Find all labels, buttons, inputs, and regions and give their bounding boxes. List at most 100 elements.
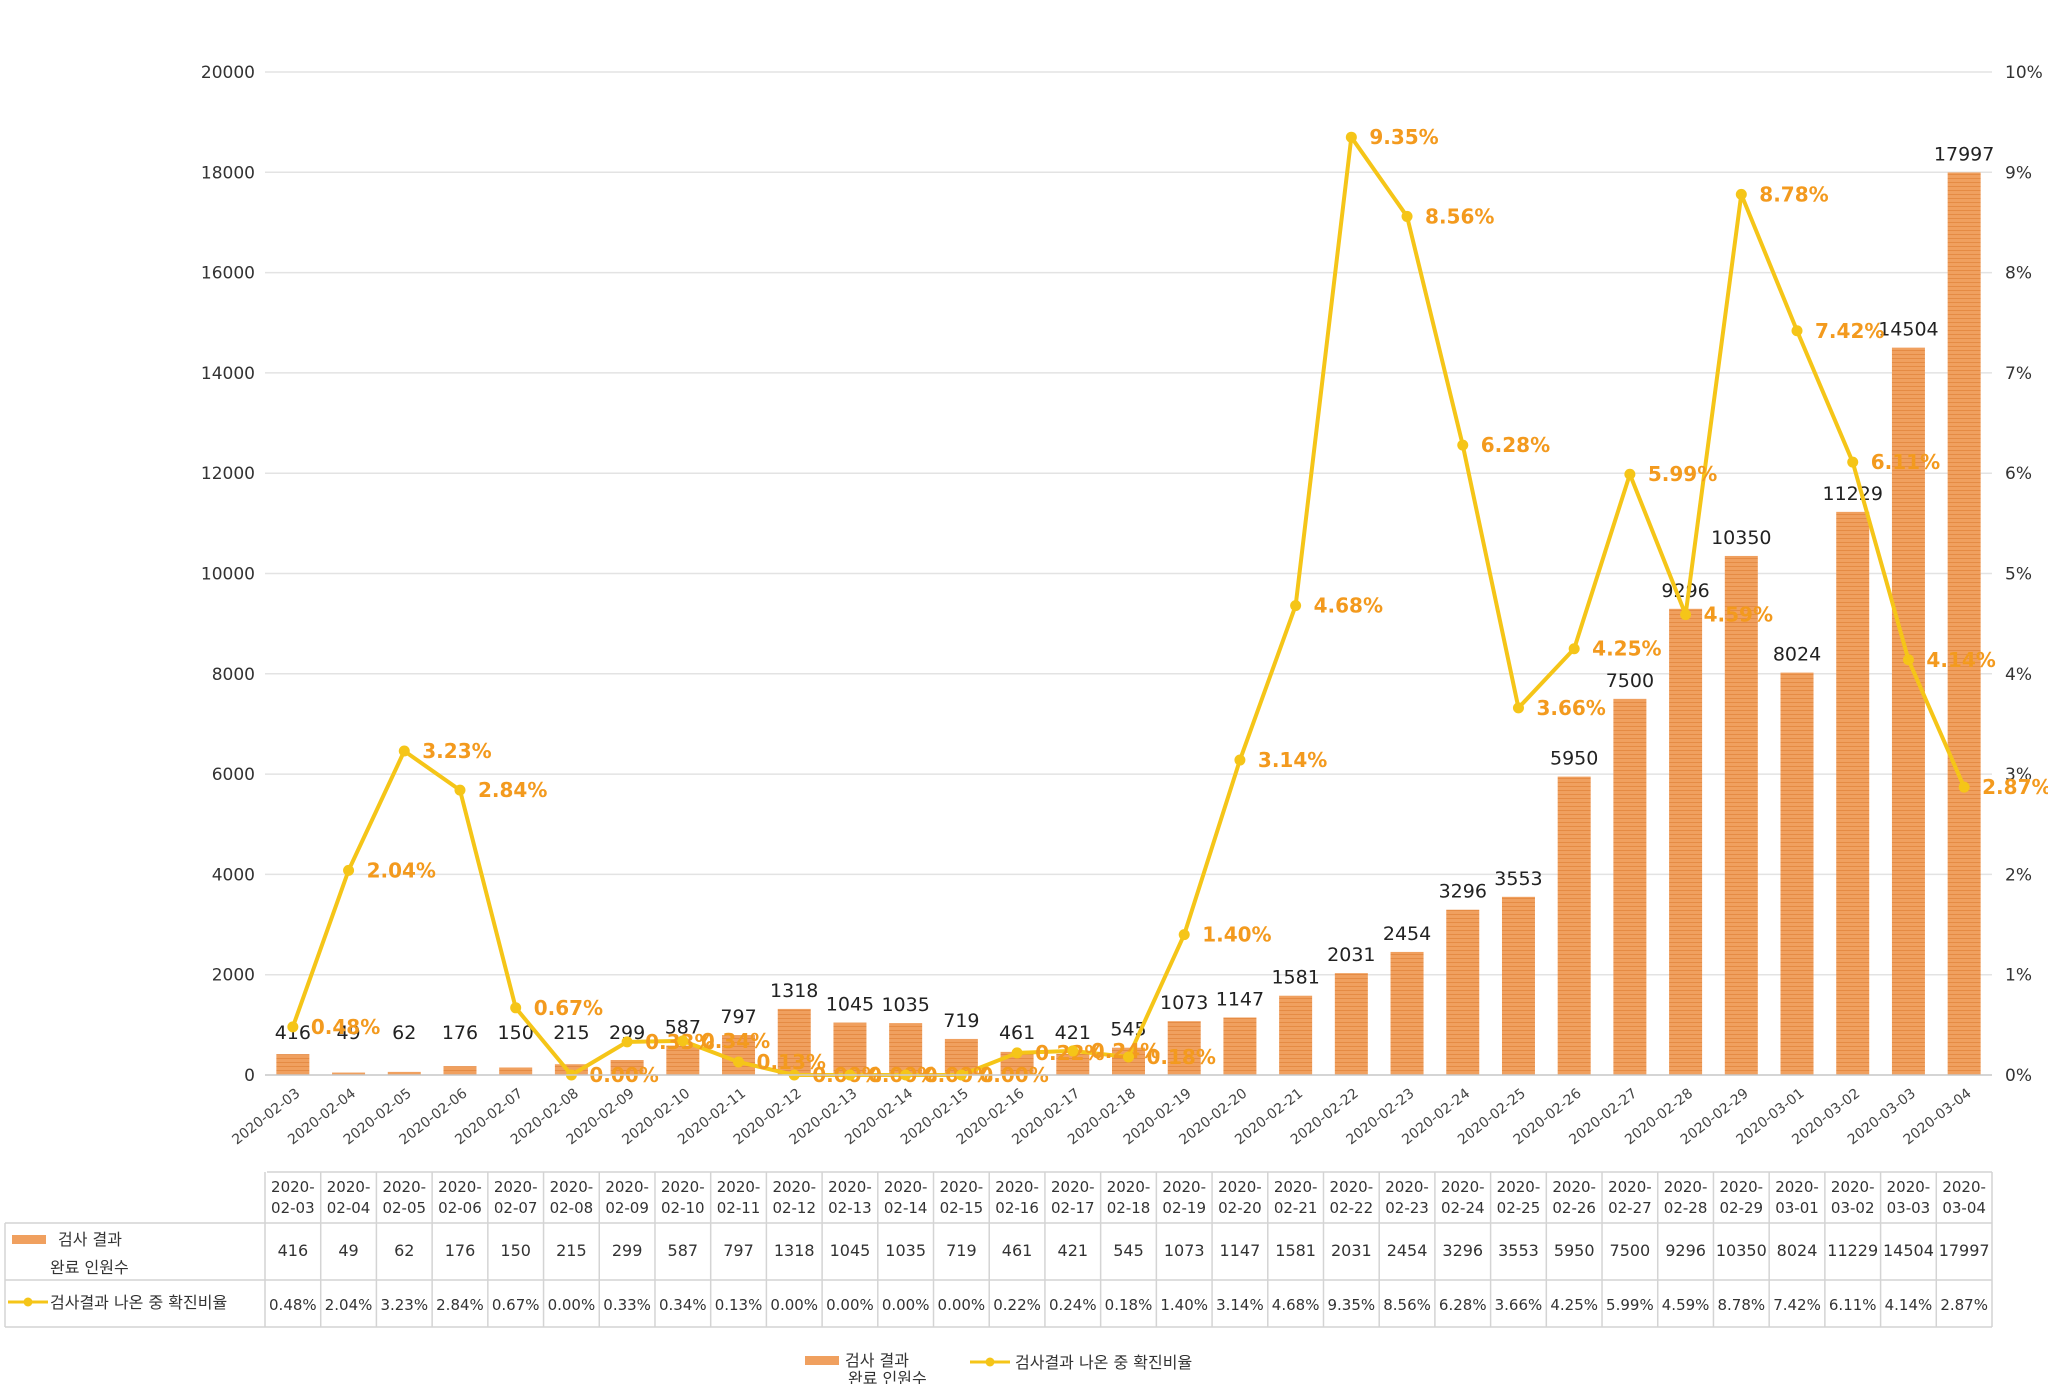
y-left-tick-label: 14000 [201,364,255,384]
y-left-tick-label: 20000 [201,63,255,83]
table-bar-legend-swatch [12,1235,46,1244]
x-axis: 2020-02-032020-02-042020-02-052020-02-06… [229,1074,1992,1148]
table-cell-rate: 7.42% [1773,1296,1821,1314]
table-date-year: 2020- [494,1178,538,1196]
line-value-label: 4.14% [1926,648,1995,672]
table-cell-rate: 3.23% [380,1296,428,1314]
table-date-year: 2020- [772,1178,816,1196]
table-date-year: 2020- [438,1178,482,1196]
table-date-monthday: 03-02 [1831,1199,1875,1217]
table-date-monthday: 02-19 [1162,1199,1206,1217]
table-date-year: 2020- [1552,1178,1596,1196]
table-row-header-bars: 검사 결과 [58,1230,122,1249]
table-cell-count: 150 [500,1241,531,1260]
table-cell-count: 421 [1058,1241,1089,1260]
legend-bar-label-2: 완료 인원수 [848,1369,927,1384]
line-point [1847,456,1859,468]
table-date-year: 2020- [1385,1178,1429,1196]
table-cell-count: 797 [723,1241,754,1260]
table-cell-count: 10350 [1716,1241,1767,1260]
line-value-label: 7.42% [1815,319,1884,343]
table-date-monthday: 02-08 [550,1199,594,1217]
table-cell-count: 62 [394,1241,414,1260]
y-right-tick-label: 10% [2005,63,2043,83]
table-date-monthday: 02-10 [661,1199,705,1217]
line-point [733,1056,745,1068]
line-value-label: 5.99% [1648,462,1717,486]
table-date-year: 2020- [327,1178,371,1196]
table-date-monthday: 02-22 [1330,1199,1374,1217]
table-line-legend-marker [23,1297,33,1307]
table-date-year: 2020- [550,1178,594,1196]
table-cell-count: 14504 [1883,1241,1934,1260]
table-cell-count: 1581 [1275,1241,1316,1260]
y-right-tick-label: 5% [2005,565,2032,585]
table-date-year: 2020- [940,1178,984,1196]
bar-value-label: 3296 [1439,881,1487,903]
bar-value-label: 416 [275,1022,311,1044]
table-cell-count: 416 [278,1241,309,1260]
table-cell-rate: 3.66% [1495,1296,1543,1314]
y-right-tick-label: 7% [2005,364,2032,384]
line-point [510,1002,522,1014]
table-date-year: 2020- [1497,1178,1541,1196]
table-cell-count: 3553 [1498,1241,1539,1260]
table-cell-count: 3296 [1442,1241,1483,1260]
legend-bar-label: 검사 결과 [845,1351,909,1370]
table-date-monthday: 02-28 [1664,1199,1708,1217]
data-table: 2020- 02-03 416 0.48% 2020- 02-04 49 2.04% 2020-… [4,1171,1993,1328]
line-value-label: 9.35% [1369,125,1438,149]
y-axis-left: 0 2000 4000 6000 8000 10000 12000 14000 16000 180… [201,63,255,1086]
table-date-monthday: 02-03 [271,1199,315,1217]
table-date-monthday: 02-17 [1051,1199,1095,1217]
y-left-tick-label: 0 [244,1066,255,1086]
table-cell-rate: 0.00% [938,1296,986,1314]
bar-value-label: 10350 [1711,527,1771,549]
line-value-label: 4.25% [1592,637,1661,661]
table-date-monthday: 02-20 [1218,1199,1262,1217]
line-value-label: 3.23% [422,739,491,763]
bar-value-label: 1581 [1271,967,1319,989]
line-point [1345,131,1357,143]
bar [1390,951,1424,1075]
y-left-tick-label: 12000 [201,464,255,484]
bar-value-label: 1147 [1216,988,1264,1010]
line-point [677,1035,689,1047]
line-point [1624,468,1636,480]
bar [1223,1017,1257,1075]
table-cell-count: 545 [1113,1241,1144,1260]
y-right-tick-label: 9% [2005,163,2032,183]
table-date-monthday: 02-16 [995,1199,1039,1217]
table-date-year: 2020- [605,1178,649,1196]
legend-line-label: 검사결과 나온 중 확진비율 [1015,1353,1192,1372]
table-cell-rate: 0.00% [548,1296,596,1314]
bar-value-label: 1318 [770,980,818,1002]
bar [1167,1021,1201,1075]
table-cell-count: 1147 [1220,1241,1261,1260]
table-date-year: 2020- [661,1178,705,1196]
bar [1557,776,1591,1075]
line-value-label: 1.40% [1202,923,1271,947]
line-point [1178,929,1190,941]
bar [332,1072,366,1075]
table-date-year: 2020- [1775,1178,1819,1196]
y-right-tick-label: 8% [2005,264,2032,284]
bar [1780,672,1814,1075]
line-value-label: 0.18% [1147,1045,1216,1069]
table-cell-rate: 0.00% [882,1296,930,1314]
table-cell-count: 1035 [885,1241,926,1260]
table-date-monthday: 02-26 [1552,1199,1596,1217]
table-cell-count: 1045 [830,1241,871,1260]
bar-value-label: 14504 [1878,319,1938,341]
y-left-tick-label: 8000 [212,665,255,685]
bar [1669,608,1703,1075]
table-cell-rate: 4.25% [1550,1296,1598,1314]
table-cell-rate: 0.00% [826,1296,874,1314]
line-point [1568,643,1580,655]
table-cell-rate: 2.04% [325,1296,373,1314]
table-cell-rate: 5.99% [1606,1296,1654,1314]
table-date-year: 2020- [995,1178,1039,1196]
bar [1446,909,1480,1075]
y-axis-right: 0% 1% 2% 3% 4% 5% 6% 7% 8% 9% 10% [2005,63,2043,1086]
table-date-monthday: 02-07 [494,1199,538,1217]
